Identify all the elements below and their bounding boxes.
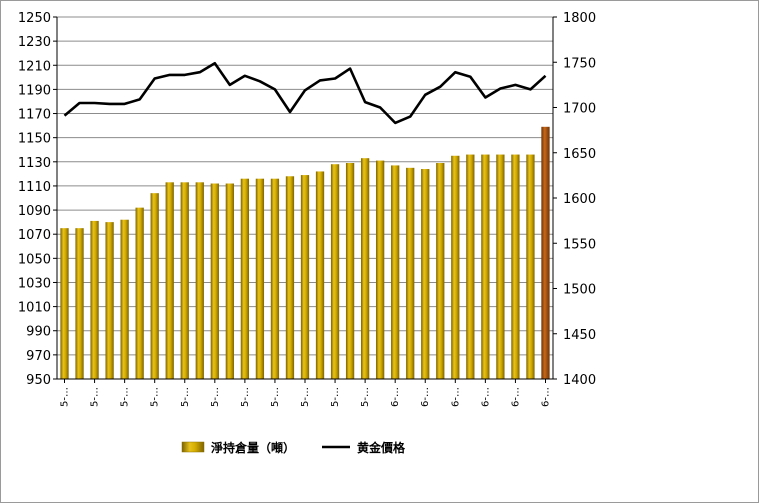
- x-tick-label: 5-…: [300, 387, 311, 407]
- left-axis-ticks: 950 970 990 1010 1030 1050 1070 1090 1110 1130 115…: [18, 11, 57, 388]
- right-tick-label: 1400: [563, 373, 596, 388]
- x-tick-label: 5-…: [90, 387, 101, 407]
- bar: [75, 228, 84, 379]
- bar: [60, 228, 69, 379]
- bar: [135, 207, 144, 379]
- x-tick-label: 6-…: [540, 387, 551, 407]
- left-tick-label: 990: [26, 325, 51, 340]
- left-tick-label: 1250: [18, 11, 51, 26]
- bar: [511, 154, 520, 379]
- bar: [451, 155, 460, 379]
- bar: [541, 126, 550, 379]
- bar: [466, 154, 475, 379]
- left-tick-label: 1070: [18, 228, 51, 243]
- left-tick-label: 1050: [18, 252, 51, 267]
- bar: [421, 169, 430, 379]
- legend-bar-label: 淨持倉量（噸）: [210, 440, 295, 455]
- bar: [105, 222, 114, 379]
- bar: [255, 178, 265, 379]
- x-tick-label: 5-…: [210, 387, 221, 407]
- bar: [195, 182, 204, 379]
- bar: [180, 182, 189, 379]
- x-tick-label: 5-…: [360, 387, 371, 407]
- x-tick-label: 6-…: [480, 387, 491, 407]
- right-tick-label: 1700: [563, 102, 596, 117]
- legend-line-label: 黄金價格: [357, 440, 406, 455]
- bar: [376, 160, 385, 379]
- x-tick-label: 6-…: [450, 387, 461, 407]
- bar: [526, 154, 535, 379]
- right-tick-label: 1600: [563, 192, 596, 207]
- bar: [270, 178, 280, 379]
- bar: [165, 182, 174, 379]
- x-tick-label: 6-…: [420, 387, 431, 407]
- left-tick-label: 1230: [18, 35, 51, 50]
- right-tick-label: 1550: [563, 237, 596, 252]
- x-tick-label: 5-…: [150, 387, 161, 407]
- right-axis-ticks: 1400 1450 1500 1550 1600 1650 1700 1750 1800: [553, 11, 596, 388]
- bar: [360, 158, 370, 379]
- left-tick-label: 1210: [18, 59, 51, 74]
- bar: [315, 171, 325, 379]
- left-tick-label: 1010: [18, 301, 51, 316]
- bar: [210, 183, 219, 379]
- bar: [391, 165, 400, 379]
- left-tick-label: 950: [26, 373, 51, 388]
- bar: [225, 183, 234, 379]
- right-tick-label: 1450: [563, 328, 596, 343]
- line-series: [63, 61, 547, 125]
- x-axis-ticks: 5-… 5-… 5-… 5-… 5-… 5-… 5-… 5-… 5-… 5-… 5-… 6-… 6-… 6…: [60, 379, 551, 407]
- left-tick-label: 1170: [18, 108, 51, 123]
- bar: [150, 193, 159, 379]
- x-tick-label: 6-…: [390, 387, 401, 407]
- bar: [285, 176, 295, 379]
- bar: [345, 163, 355, 379]
- x-tick-label: 6-…: [510, 387, 521, 407]
- right-tick-label: 1800: [563, 11, 596, 26]
- bar: [240, 178, 250, 379]
- right-tick-label: 1750: [563, 56, 596, 71]
- left-tick-label: 1150: [18, 132, 51, 147]
- right-tick-label: 1500: [563, 283, 596, 298]
- bar: [300, 175, 310, 379]
- x-tick-label: 5-…: [270, 387, 281, 407]
- left-tick-label: 970: [26, 349, 51, 364]
- x-tick-label: 5-…: [60, 387, 71, 407]
- left-tick-label: 1030: [18, 276, 51, 291]
- x-tick-label: 5-…: [240, 387, 251, 407]
- bar: [436, 163, 445, 379]
- left-tick-label: 1130: [18, 156, 51, 171]
- left-tick-label: 1090: [18, 204, 51, 219]
- left-tick-label: 1110: [18, 180, 51, 195]
- bar: [120, 219, 129, 379]
- price-line: [63, 61, 547, 125]
- x-tick-label: 5-…: [330, 387, 341, 407]
- x-tick-label: 5-…: [180, 387, 191, 407]
- bar: [496, 154, 505, 379]
- bar: [90, 220, 99, 379]
- legend-bar-swatch: [181, 441, 205, 453]
- x-tick-label: 5-…: [120, 387, 131, 407]
- bar: [330, 164, 340, 379]
- bar: [406, 167, 415, 379]
- legend: 淨持倉量（噸） 黄金價格: [181, 440, 406, 455]
- right-tick-label: 1650: [563, 147, 596, 162]
- bar: [481, 154, 490, 379]
- left-tick-label: 1190: [18, 83, 51, 98]
- bar-series: [60, 126, 550, 379]
